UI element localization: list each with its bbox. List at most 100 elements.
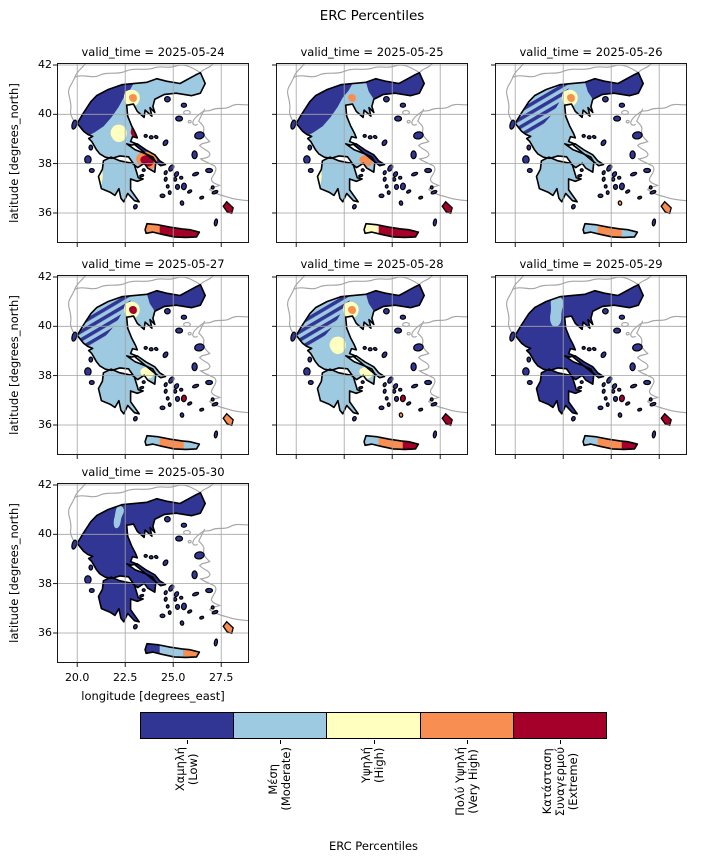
figure-title: ERC Percentiles	[319, 8, 425, 24]
island-lefkada	[88, 356, 94, 363]
island-tinos	[173, 383, 180, 390]
facet-panel-2025-05-24	[53, 63, 249, 247]
island-mykonos	[179, 595, 184, 600]
axis-ticks	[53, 276, 222, 459]
island-corfu	[71, 119, 78, 130]
colorbar-label-cell-high: Υψηλή (High)	[327, 747, 420, 837]
island-hydra	[139, 173, 145, 178]
island-ikaria	[191, 171, 200, 177]
facet-panel-2025-05-28	[272, 275, 468, 459]
gridlines	[57, 483, 249, 663]
island-alonissos	[153, 554, 159, 559]
colorbar-segment-moderate	[233, 713, 327, 738]
island-evia	[573, 143, 604, 166]
gridlines	[495, 63, 687, 243]
island-kefalonia	[303, 155, 311, 165]
island-alonissos	[372, 346, 378, 351]
colorbar-segment-very_high	[419, 713, 513, 738]
map-2025-05-27	[53, 275, 249, 459]
x-tick-label: 22.5	[112, 671, 138, 684]
map-content	[287, 63, 468, 239]
island-amorgos	[406, 401, 412, 406]
island-amorgos	[187, 609, 193, 614]
island-skopelos	[148, 347, 154, 352]
island-kea	[382, 170, 387, 176]
category-overlays	[515, 72, 644, 141]
island-samothraki	[618, 102, 626, 108]
island-evia	[354, 355, 385, 378]
coastline-outline	[514, 283, 644, 451]
island-chios	[191, 570, 198, 580]
island-skopelos	[148, 555, 154, 560]
island-kythnos	[163, 596, 168, 602]
colorbar-label-cell-very_high: Πολύ Υψηλή (Very High)	[420, 747, 513, 837]
island-alonissos	[153, 134, 159, 139]
map-content	[68, 63, 249, 239]
island-kythira	[132, 415, 138, 422]
coastline-outline	[76, 491, 206, 659]
island-santorini	[617, 412, 623, 418]
y-tick-label: 40	[38, 319, 52, 333]
island-chios	[191, 362, 198, 372]
gridlines	[57, 63, 249, 243]
island-kos	[211, 609, 219, 615]
island-ikaria	[629, 383, 638, 389]
island-skyros	[162, 139, 169, 147]
island-samos	[424, 167, 433, 174]
y-tick-label: 36	[38, 418, 52, 431]
gridlines	[57, 275, 249, 455]
colorbar-label-high: Υψηλή (High)	[359, 747, 387, 783]
facet-title-2025-05-30: valid_time = 2025-05-30	[81, 465, 225, 479]
island-paros	[174, 603, 181, 610]
island-kos	[211, 401, 219, 407]
island-kythira	[132, 623, 138, 630]
island-skopelos	[586, 135, 592, 140]
gridlines	[276, 275, 468, 455]
map-content	[68, 275, 249, 451]
island-lefkada	[307, 144, 313, 151]
island-karpathos	[432, 218, 438, 227]
colorbar	[140, 712, 607, 739]
facet-title-2025-05-24: valid_time = 2025-05-24	[81, 45, 225, 59]
colorbar-label-cell-moderate: Μέση (Moderate)	[233, 747, 326, 837]
island-kefalonia	[522, 367, 530, 377]
island-syros	[173, 596, 178, 602]
island-astypalea	[199, 195, 205, 200]
island-astypalea	[418, 407, 424, 412]
island-thasos	[382, 307, 390, 315]
island-aegina	[579, 168, 584, 173]
axes-spine	[495, 63, 687, 243]
island-lesbos	[194, 131, 205, 140]
island-hydra	[577, 173, 583, 178]
island-alonissos	[153, 346, 159, 351]
axes-spine	[57, 63, 249, 243]
island-paros	[174, 183, 181, 190]
facet-title-2025-05-27: valid_time = 2025-05-27	[81, 257, 225, 271]
island-aegina	[141, 168, 146, 173]
island-syros	[392, 388, 397, 394]
axes-spine	[57, 483, 249, 663]
island-thasos	[601, 95, 609, 103]
island-kythnos	[601, 388, 606, 394]
island-skyros	[381, 351, 388, 359]
island-kalymnos	[210, 185, 215, 190]
island-limnos	[613, 327, 622, 334]
island-paros	[174, 395, 181, 402]
island-samothraki	[618, 314, 626, 320]
island-milos	[378, 405, 385, 411]
island-thasos	[163, 95, 171, 103]
category-overlays	[296, 284, 425, 379]
y-tick-label: 42	[38, 270, 52, 283]
island-ikaria	[410, 383, 419, 389]
y-tick-label: 40	[38, 527, 52, 541]
axes-spine	[495, 275, 687, 455]
island-skiathos	[581, 133, 586, 138]
island-kythira	[351, 415, 357, 422]
island-samos	[643, 167, 652, 174]
island-milos	[159, 193, 166, 199]
map-2025-05-29	[491, 275, 687, 459]
island-naxos	[180, 394, 187, 403]
island-skopelos	[367, 347, 373, 352]
map-content	[68, 483, 249, 659]
map-2025-05-28	[272, 275, 468, 459]
